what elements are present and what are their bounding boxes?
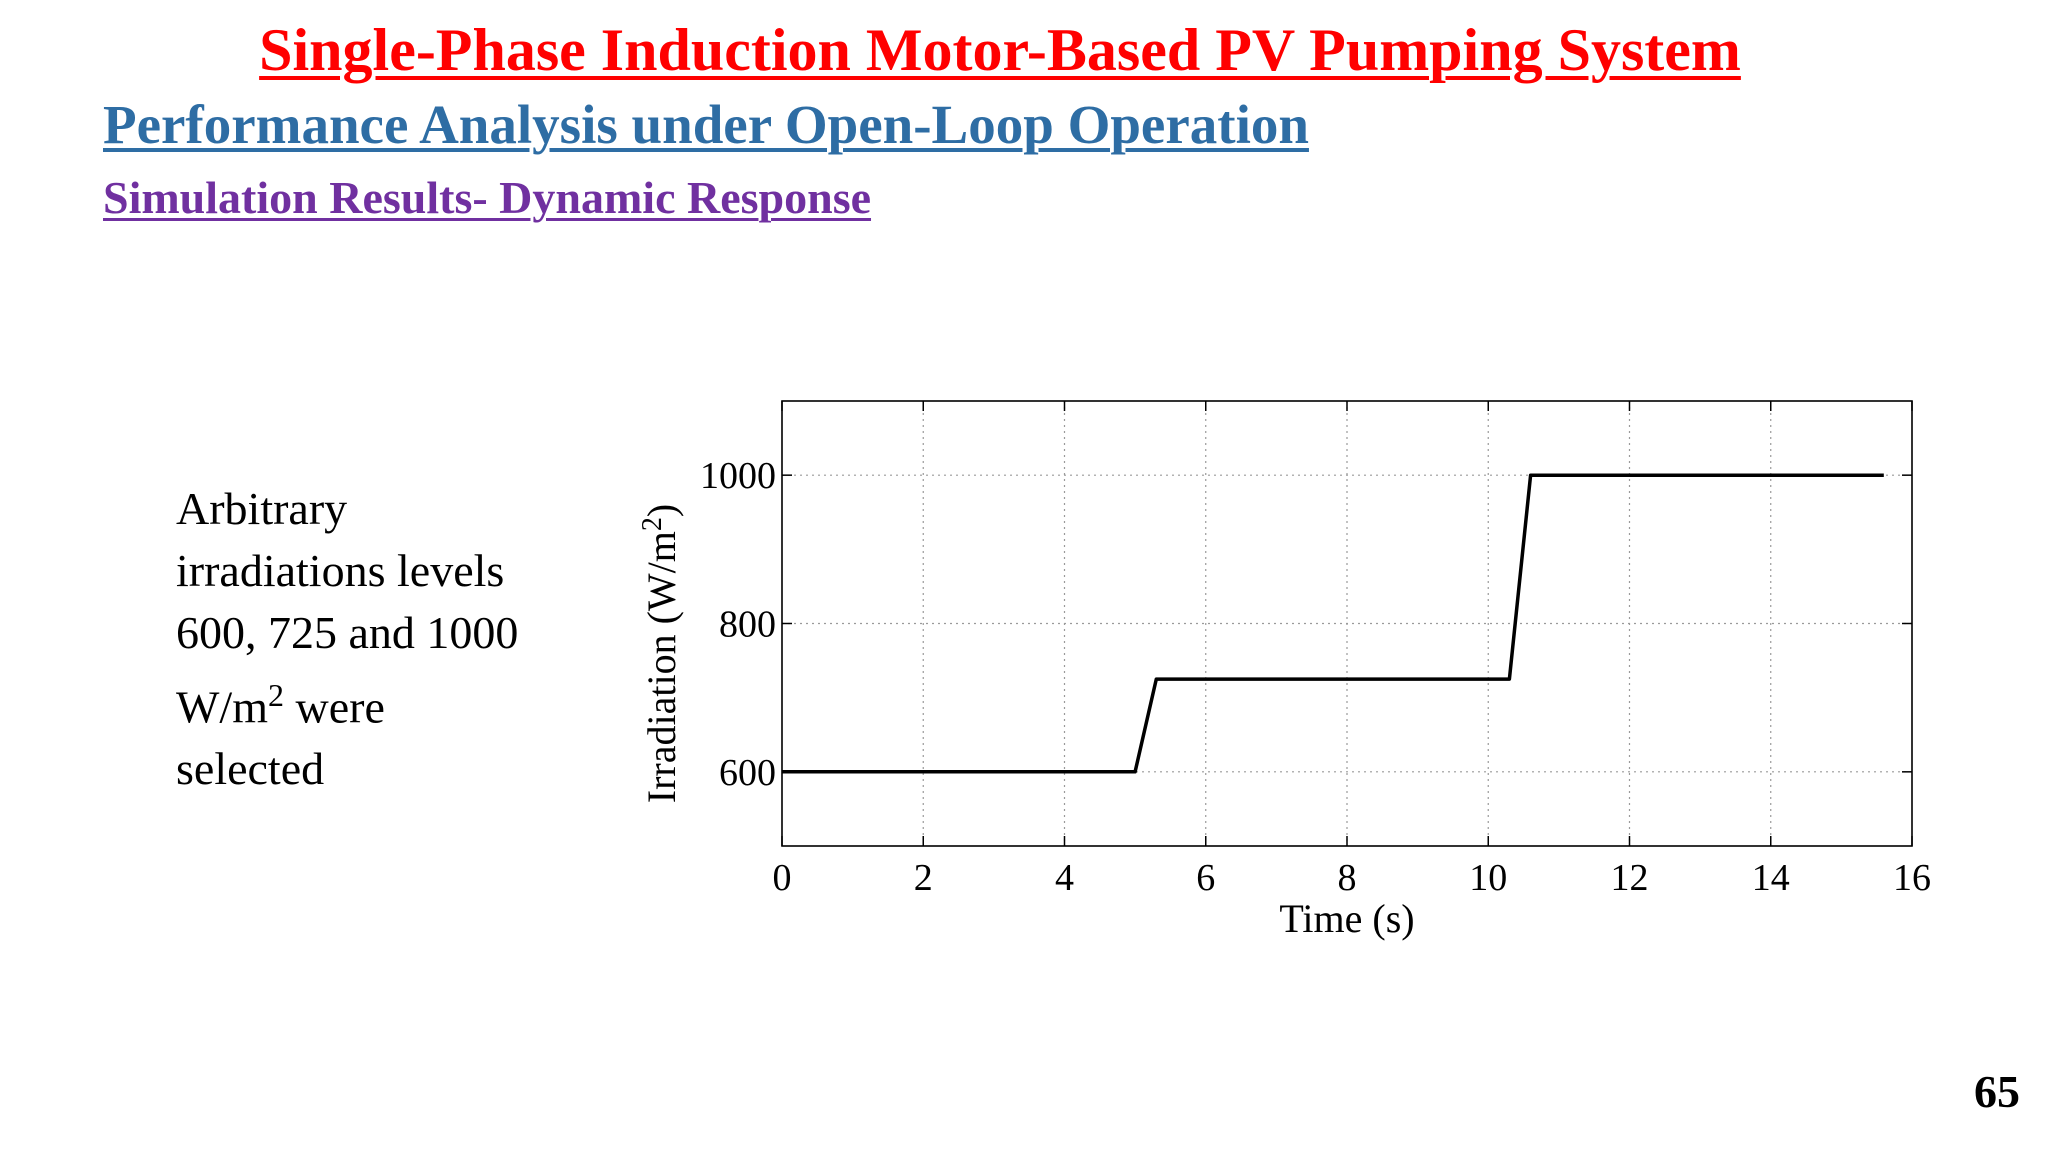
- irradiation-chart: 0 2 4 6 8 10 12 14 16 600 800 1000 Time (s) Irradiati…: [637, 400, 1931, 941]
- y-tick-label: 800: [719, 604, 776, 646]
- y-tick-label: 600: [719, 752, 776, 794]
- slide-subtitle: Performance Analysis under Open-Loop Ope…: [103, 94, 1309, 155]
- x-tick-label: 0: [773, 857, 792, 899]
- x-tick-label: 12: [1611, 857, 1649, 899]
- x-tick-label: 4: [1055, 857, 1074, 899]
- irradiation-series-line: [782, 473, 1884, 774]
- x-tick-label: 2: [914, 857, 933, 899]
- x-tick-label: 16: [1893, 857, 1931, 899]
- x-tick-label: 14: [1752, 857, 1790, 899]
- description-line: W/m2 were: [176, 664, 596, 738]
- page-number: 65: [1974, 1066, 2020, 1117]
- description-text: Arbitrary irradiations levels 600, 725 a…: [176, 478, 596, 800]
- description-line: selected: [176, 743, 325, 795]
- y-tick-label: 1000: [700, 455, 776, 497]
- section-heading: Simulation Results- Dynamic Response: [103, 172, 872, 223]
- description-line: irradiations levels: [176, 545, 505, 596]
- unit-text: W/m: [176, 681, 268, 733]
- unit-superscript: 2: [267, 677, 284, 713]
- x-tick-label: 6: [1196, 857, 1215, 899]
- slide-title: Single-Phase Induction Motor-Based PV Pu…: [259, 17, 1741, 83]
- description-tail: were: [283, 681, 385, 733]
- x-axis-label: Time (s): [1279, 896, 1414, 941]
- description-line: 600, 725 and 1000: [176, 607, 519, 658]
- description-line: Arbitrary: [176, 483, 348, 534]
- x-tick-label: 10: [1469, 857, 1507, 899]
- y-axis-label: Irradiation (W/m2): [637, 504, 684, 803]
- x-tick-label: 8: [1338, 857, 1357, 899]
